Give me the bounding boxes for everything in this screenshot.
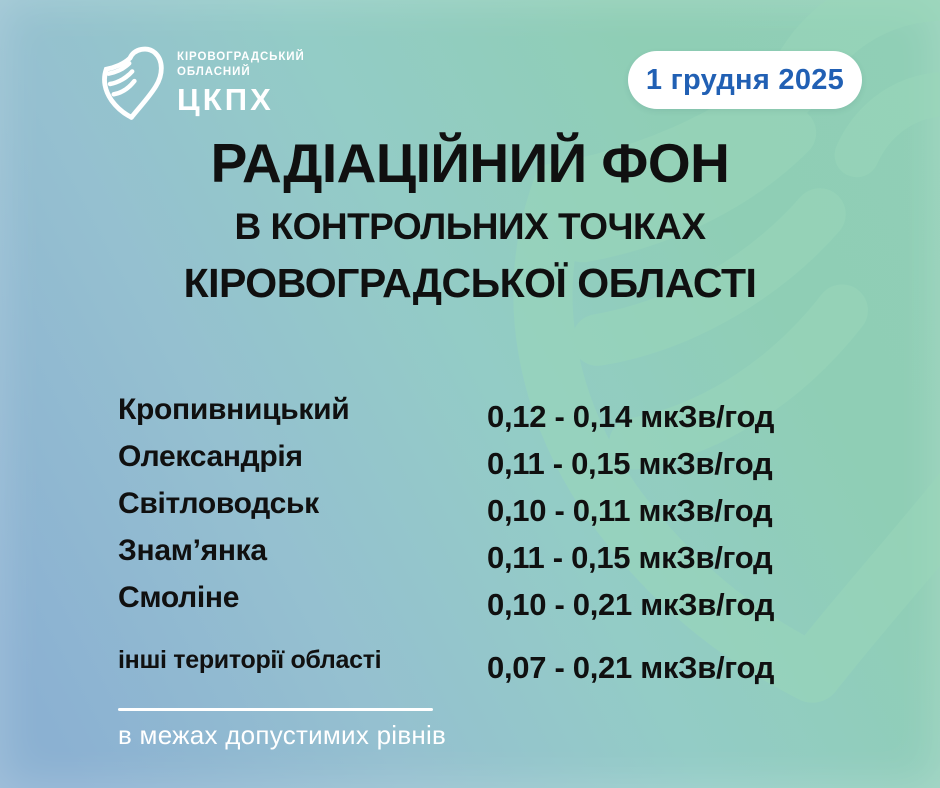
reading-row: Знам’янка 0,11 - 0,15 мкЗв/год	[118, 527, 888, 575]
location-label: інші території області	[118, 646, 382, 674]
title-block: РАДІАЦІЙНИЙ ФОН В КОНТРОЛЬНИХ ТОЧКАХ КІР…	[0, 132, 940, 307]
org-name-line1: КІРОВОГРАДСЬКИЙ	[177, 51, 305, 63]
reading-value: 0,12 - 0,14 мкЗв/год	[487, 398, 775, 434]
reading-value: 0,11 - 0,15 мкЗв/год	[487, 445, 773, 481]
page-subtitle-line2: КІРОВОГРАДСЬКОЇ ОБЛАСТІ	[183, 260, 757, 307]
page-subtitle-line1: В КОНТРОЛЬНИХ ТОЧКАХ	[234, 206, 707, 248]
reading-row: Кропивницький 0,12 - 0,14 мкЗв/год	[118, 386, 888, 434]
radiation-readings-list: Кропивницький 0,12 - 0,14 мкЗв/год Олекс…	[118, 386, 888, 685]
location-label: Кропивницький	[118, 392, 350, 426]
org-logo-text: КІРОВОГРАДСЬКИЙ ОБЛАСНИЙ ЦКПХ	[177, 42, 305, 117]
date-badge: 1 грудня 2025	[628, 51, 862, 109]
reading-value: 0,10 - 0,21 мкЗв/год	[487, 586, 775, 622]
page-title: РАДІАЦІЙНИЙ ФОН	[210, 132, 730, 194]
reading-value: 0,10 - 0,11 мкЗв/год	[487, 492, 773, 528]
location-label: Олександрія	[118, 439, 303, 473]
reading-row: Світловодськ 0,10 - 0,11 мкЗв/год	[118, 480, 888, 528]
reading-value: 0,07 - 0,21 мкЗв/год	[487, 649, 775, 685]
reading-row: Олександрія 0,11 - 0,15 мкЗв/год	[118, 433, 888, 481]
org-logo: КІРОВОГРАДСЬКИЙ ОБЛАСНИЙ ЦКПХ	[90, 42, 305, 126]
footnote-block: в межах допустимих рівнів	[118, 708, 446, 751]
date-badge-text: 1 грудня 2025	[645, 63, 845, 96]
org-name-line2: ОБЛАСНИЙ	[177, 65, 251, 78]
footnote-text: в межах допустимих рівнів	[118, 720, 447, 750]
shield-heart-logo-icon	[102, 46, 164, 120]
reading-value: 0,11 - 0,15 мкЗв/год	[487, 539, 773, 575]
reading-row-other-territories: інші території області 0,07 - 0,21 мкЗв/…	[118, 637, 888, 685]
location-label: Смоліне	[118, 580, 240, 614]
footnote-divider	[118, 708, 433, 711]
org-abbreviation: ЦКПХ	[177, 81, 274, 117]
location-label: Знам’янка	[118, 533, 267, 567]
reading-row: Смоліне 0,10 - 0,21 мкЗв/год	[118, 574, 888, 622]
location-label: Світловодськ	[118, 486, 319, 520]
